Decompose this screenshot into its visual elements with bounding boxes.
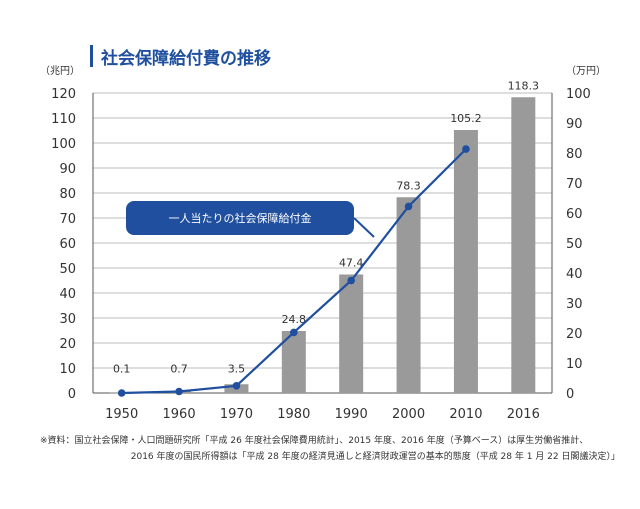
right-axis-tick-label: 100	[566, 87, 591, 102]
bar-data-label: 24.8	[282, 313, 307, 326]
left-axis-tick-label: 20	[59, 337, 76, 352]
right-axis-tick-label: 90	[566, 117, 583, 132]
left-axis-tick-label: 80	[59, 187, 76, 202]
line-point	[462, 145, 470, 153]
x-axis-tick-label: 1980	[277, 407, 310, 422]
bar	[511, 97, 536, 393]
right-axis-tick-label: 0	[566, 387, 574, 402]
right-axis-tick-label: 60	[566, 207, 583, 222]
bar-data-label: 118.3	[508, 79, 540, 92]
x-axis-tick-label: 1960	[163, 407, 196, 422]
right-axis-tick-label: 40	[566, 267, 583, 282]
bar-data-label: 0.1	[113, 363, 131, 376]
right-axis-tick-label: 20	[566, 327, 583, 342]
x-axis-tick-label: 1950	[105, 407, 138, 422]
right-axis-tick-label: 70	[566, 177, 583, 192]
bar-data-label: 105.2	[450, 112, 482, 125]
title-accent-bar	[90, 45, 93, 67]
right-axis-tick-label: 30	[566, 297, 583, 312]
left-axis-tick-label: 40	[59, 287, 76, 302]
bar-data-label: 78.3	[396, 179, 421, 192]
right-axis-tick-label: 80	[566, 147, 583, 162]
line-point	[232, 382, 241, 390]
left-axis-tick-label: 10	[59, 362, 76, 377]
x-axis-tick-label: 2010	[449, 407, 482, 422]
left-axis-tick-label: 50	[59, 262, 76, 277]
x-axis-tick-label: 1970	[220, 407, 253, 422]
right-axis-tick-label: 50	[566, 237, 583, 252]
right-axis-unit: （万円）	[566, 66, 606, 77]
bar-data-label: 0.7	[170, 363, 188, 376]
bar	[453, 130, 478, 393]
left-axis-unit: （兆円）	[40, 66, 80, 77]
right-axis-tick-label: 10	[566, 357, 583, 372]
line-point	[175, 387, 183, 396]
left-axis-tick-label: 70	[59, 212, 76, 227]
left-axis-tick-label: 0	[68, 387, 76, 402]
bar-data-label: 47.4	[339, 257, 364, 270]
callout-pointer	[353, 217, 375, 238]
line-point	[117, 389, 126, 397]
left-axis-tick-label: 90	[59, 162, 76, 177]
chart-title: 社会保障給付費の推移	[101, 49, 271, 69]
left-axis-tick-label: 120	[51, 87, 76, 102]
left-axis-tick-label: 100	[51, 137, 76, 152]
left-axis-tick-label: 30	[59, 312, 76, 327]
left-axis-tick-label: 60	[59, 237, 76, 252]
x-axis-tick-label: 2000	[392, 407, 425, 422]
x-axis-tick-label: 2016	[507, 407, 540, 422]
bar	[339, 274, 364, 393]
source-note-line1: ※資料：国立社会保障・人口問題研究所「平成 26 年度社会保障費用統計」、201…	[40, 436, 589, 446]
left-axis-tick-label: 110	[51, 112, 76, 127]
bar-data-label: 3.5	[228, 363, 246, 376]
source-note-line2: 2016 年度の国民所得額は「平成 28 年度の経済見通しと経済財政運営の基本的…	[130, 452, 620, 462]
line-point	[347, 276, 355, 285]
line-series-callout: 一人当たりの社会保障給付金	[126, 201, 354, 235]
bar	[396, 197, 421, 393]
line-point	[290, 328, 298, 337]
line-point	[404, 202, 413, 211]
x-axis-tick-label: 1990	[335, 407, 368, 422]
